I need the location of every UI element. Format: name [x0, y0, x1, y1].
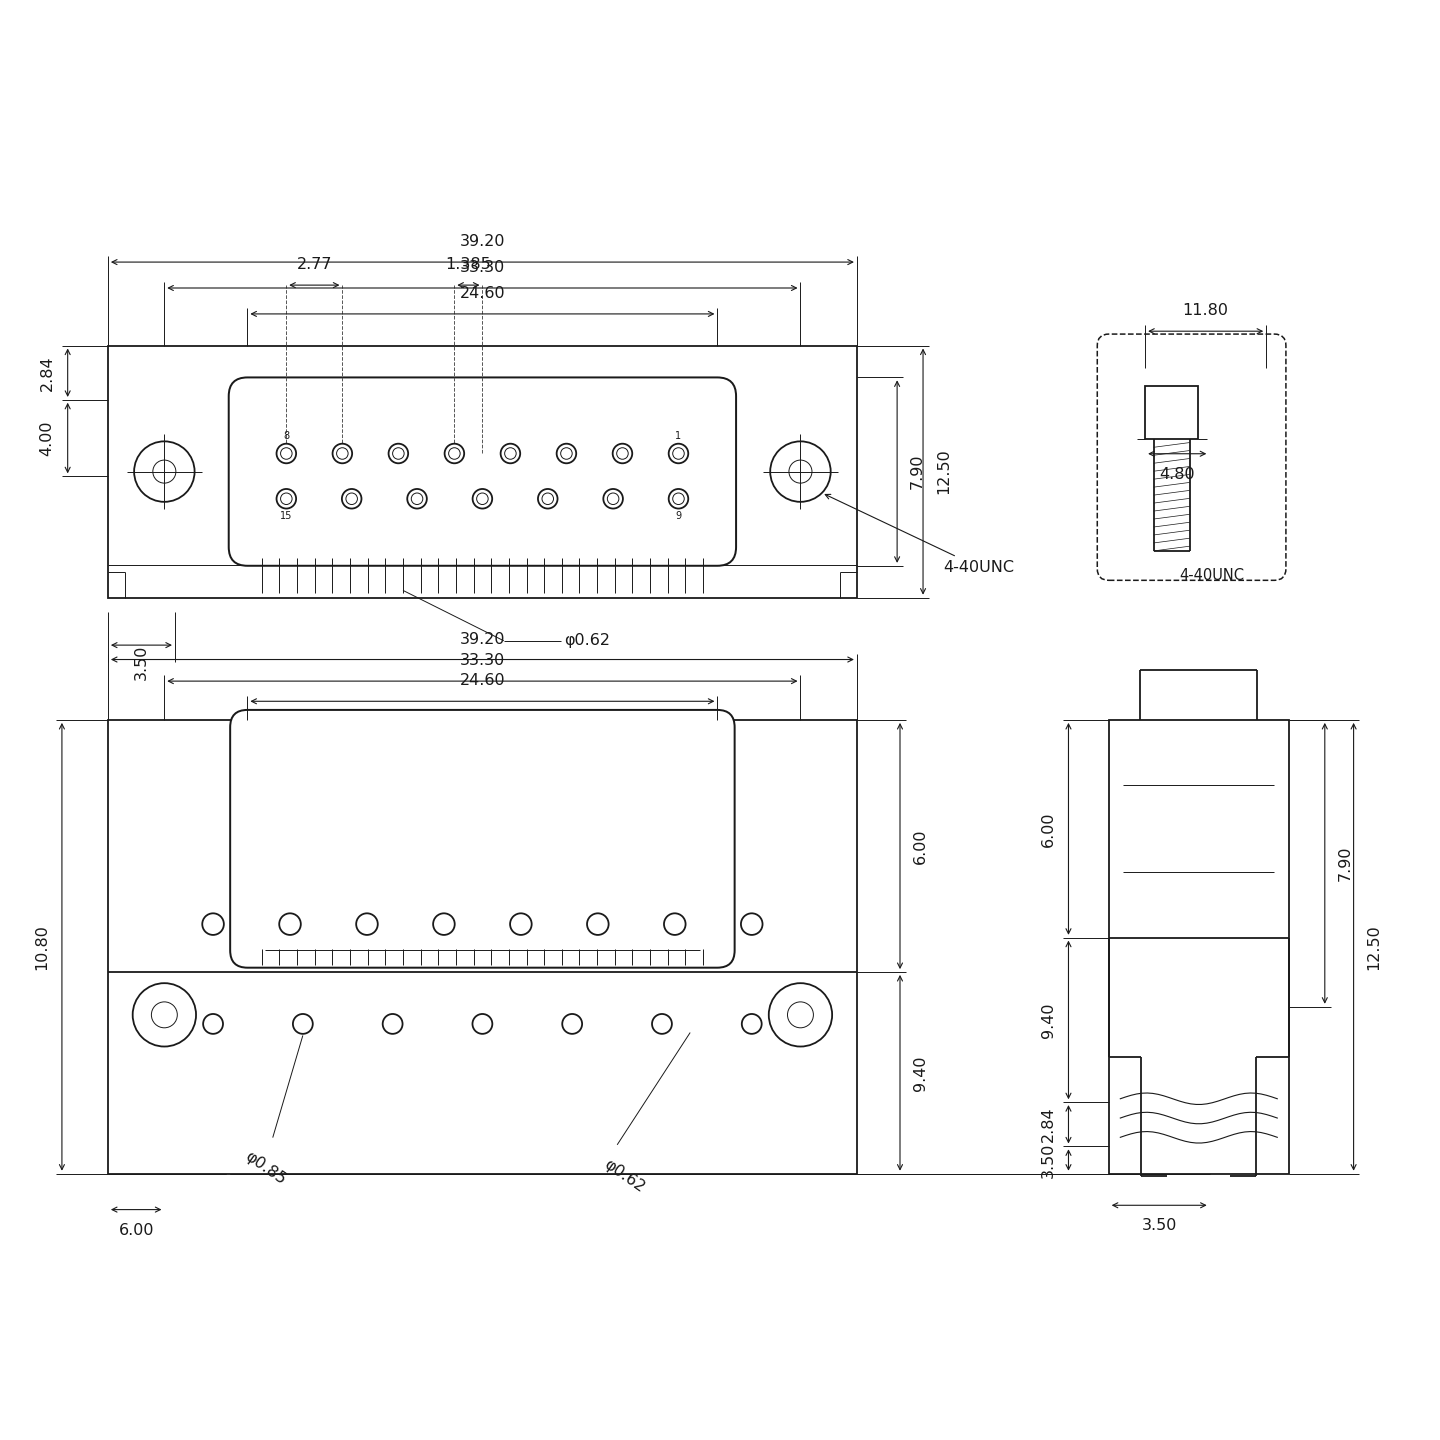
Text: 3.50: 3.50	[134, 645, 148, 681]
Text: 4.00: 4.00	[40, 420, 55, 456]
Circle shape	[202, 913, 223, 935]
Circle shape	[770, 442, 831, 503]
Text: 6.00: 6.00	[913, 828, 927, 864]
Text: 33.30: 33.30	[459, 261, 505, 275]
Text: 9.40: 9.40	[913, 1056, 927, 1090]
FancyBboxPatch shape	[230, 710, 734, 968]
Text: 4-40UNC: 4-40UNC	[1179, 569, 1244, 583]
Text: 15: 15	[281, 511, 292, 521]
Circle shape	[412, 492, 423, 504]
Bar	[1145, 386, 1198, 439]
Circle shape	[393, 448, 405, 459]
Circle shape	[134, 442, 194, 503]
Circle shape	[539, 490, 557, 508]
Circle shape	[445, 444, 464, 464]
Text: 2.84: 2.84	[1041, 1106, 1056, 1142]
Text: 4.80: 4.80	[1159, 467, 1195, 482]
Circle shape	[449, 448, 461, 459]
Circle shape	[132, 984, 196, 1047]
Text: 4-40UNC: 4-40UNC	[825, 494, 1014, 575]
Circle shape	[504, 448, 516, 459]
Circle shape	[501, 444, 520, 464]
Text: 11.80: 11.80	[1182, 304, 1228, 318]
Circle shape	[562, 1014, 582, 1034]
Circle shape	[333, 444, 353, 464]
Text: 2.77: 2.77	[297, 258, 333, 272]
Circle shape	[557, 444, 576, 464]
Bar	[1109, 720, 1289, 1174]
Text: φ0.62: φ0.62	[564, 634, 611, 648]
Circle shape	[477, 492, 488, 504]
Circle shape	[608, 492, 619, 504]
Text: 10.80: 10.80	[35, 924, 49, 969]
Text: φ0.62: φ0.62	[602, 1156, 648, 1195]
Circle shape	[292, 1014, 312, 1034]
Circle shape	[433, 913, 455, 935]
Circle shape	[672, 448, 684, 459]
Text: 9: 9	[675, 511, 681, 521]
Circle shape	[789, 461, 812, 484]
Circle shape	[510, 913, 531, 935]
FancyBboxPatch shape	[229, 377, 736, 566]
Bar	[108, 720, 857, 1174]
Text: 1.385: 1.385	[445, 258, 491, 272]
Text: 12.50: 12.50	[936, 449, 950, 494]
Text: 24.60: 24.60	[459, 287, 505, 301]
Circle shape	[276, 490, 297, 508]
Circle shape	[356, 913, 377, 935]
Text: φ0.85: φ0.85	[242, 1149, 289, 1188]
Text: 2.84: 2.84	[40, 354, 55, 390]
Circle shape	[664, 913, 685, 935]
Circle shape	[153, 461, 176, 484]
Circle shape	[588, 913, 609, 935]
Circle shape	[472, 1014, 492, 1034]
Circle shape	[769, 984, 832, 1047]
Circle shape	[652, 1014, 672, 1034]
Circle shape	[151, 1002, 177, 1028]
Circle shape	[337, 448, 348, 459]
Text: 8: 8	[284, 431, 289, 441]
Circle shape	[341, 490, 361, 508]
Text: 3.50: 3.50	[1041, 1142, 1056, 1178]
Circle shape	[616, 448, 628, 459]
Text: 3.50: 3.50	[1142, 1218, 1176, 1233]
Text: 24.60: 24.60	[459, 674, 505, 688]
Circle shape	[612, 444, 632, 464]
Bar	[108, 346, 857, 598]
Circle shape	[788, 1002, 814, 1028]
Text: 7.90: 7.90	[910, 454, 924, 490]
Text: 33.30: 33.30	[459, 654, 505, 668]
Text: 12.50: 12.50	[1367, 924, 1381, 969]
Circle shape	[472, 490, 492, 508]
Text: 9.40: 9.40	[1041, 1002, 1056, 1038]
Circle shape	[668, 444, 688, 464]
Circle shape	[742, 1014, 762, 1034]
Circle shape	[408, 490, 426, 508]
Text: JNUO: JNUO	[422, 451, 543, 492]
Circle shape	[560, 448, 572, 459]
Circle shape	[276, 444, 297, 464]
Text: 7.90: 7.90	[1338, 845, 1352, 881]
Text: 39.20: 39.20	[459, 235, 505, 249]
Circle shape	[389, 444, 408, 464]
Circle shape	[603, 490, 624, 508]
Circle shape	[541, 492, 553, 504]
Text: 6.00: 6.00	[118, 1223, 154, 1237]
Circle shape	[668, 490, 688, 508]
Text: 39.20: 39.20	[459, 632, 505, 647]
Circle shape	[383, 1014, 403, 1034]
Circle shape	[281, 448, 292, 459]
Text: 6.00: 6.00	[1041, 811, 1056, 847]
Text: 1: 1	[675, 431, 681, 441]
Circle shape	[672, 492, 684, 504]
Circle shape	[742, 913, 763, 935]
Circle shape	[346, 492, 357, 504]
Circle shape	[279, 913, 301, 935]
Circle shape	[203, 1014, 223, 1034]
Circle shape	[281, 492, 292, 504]
